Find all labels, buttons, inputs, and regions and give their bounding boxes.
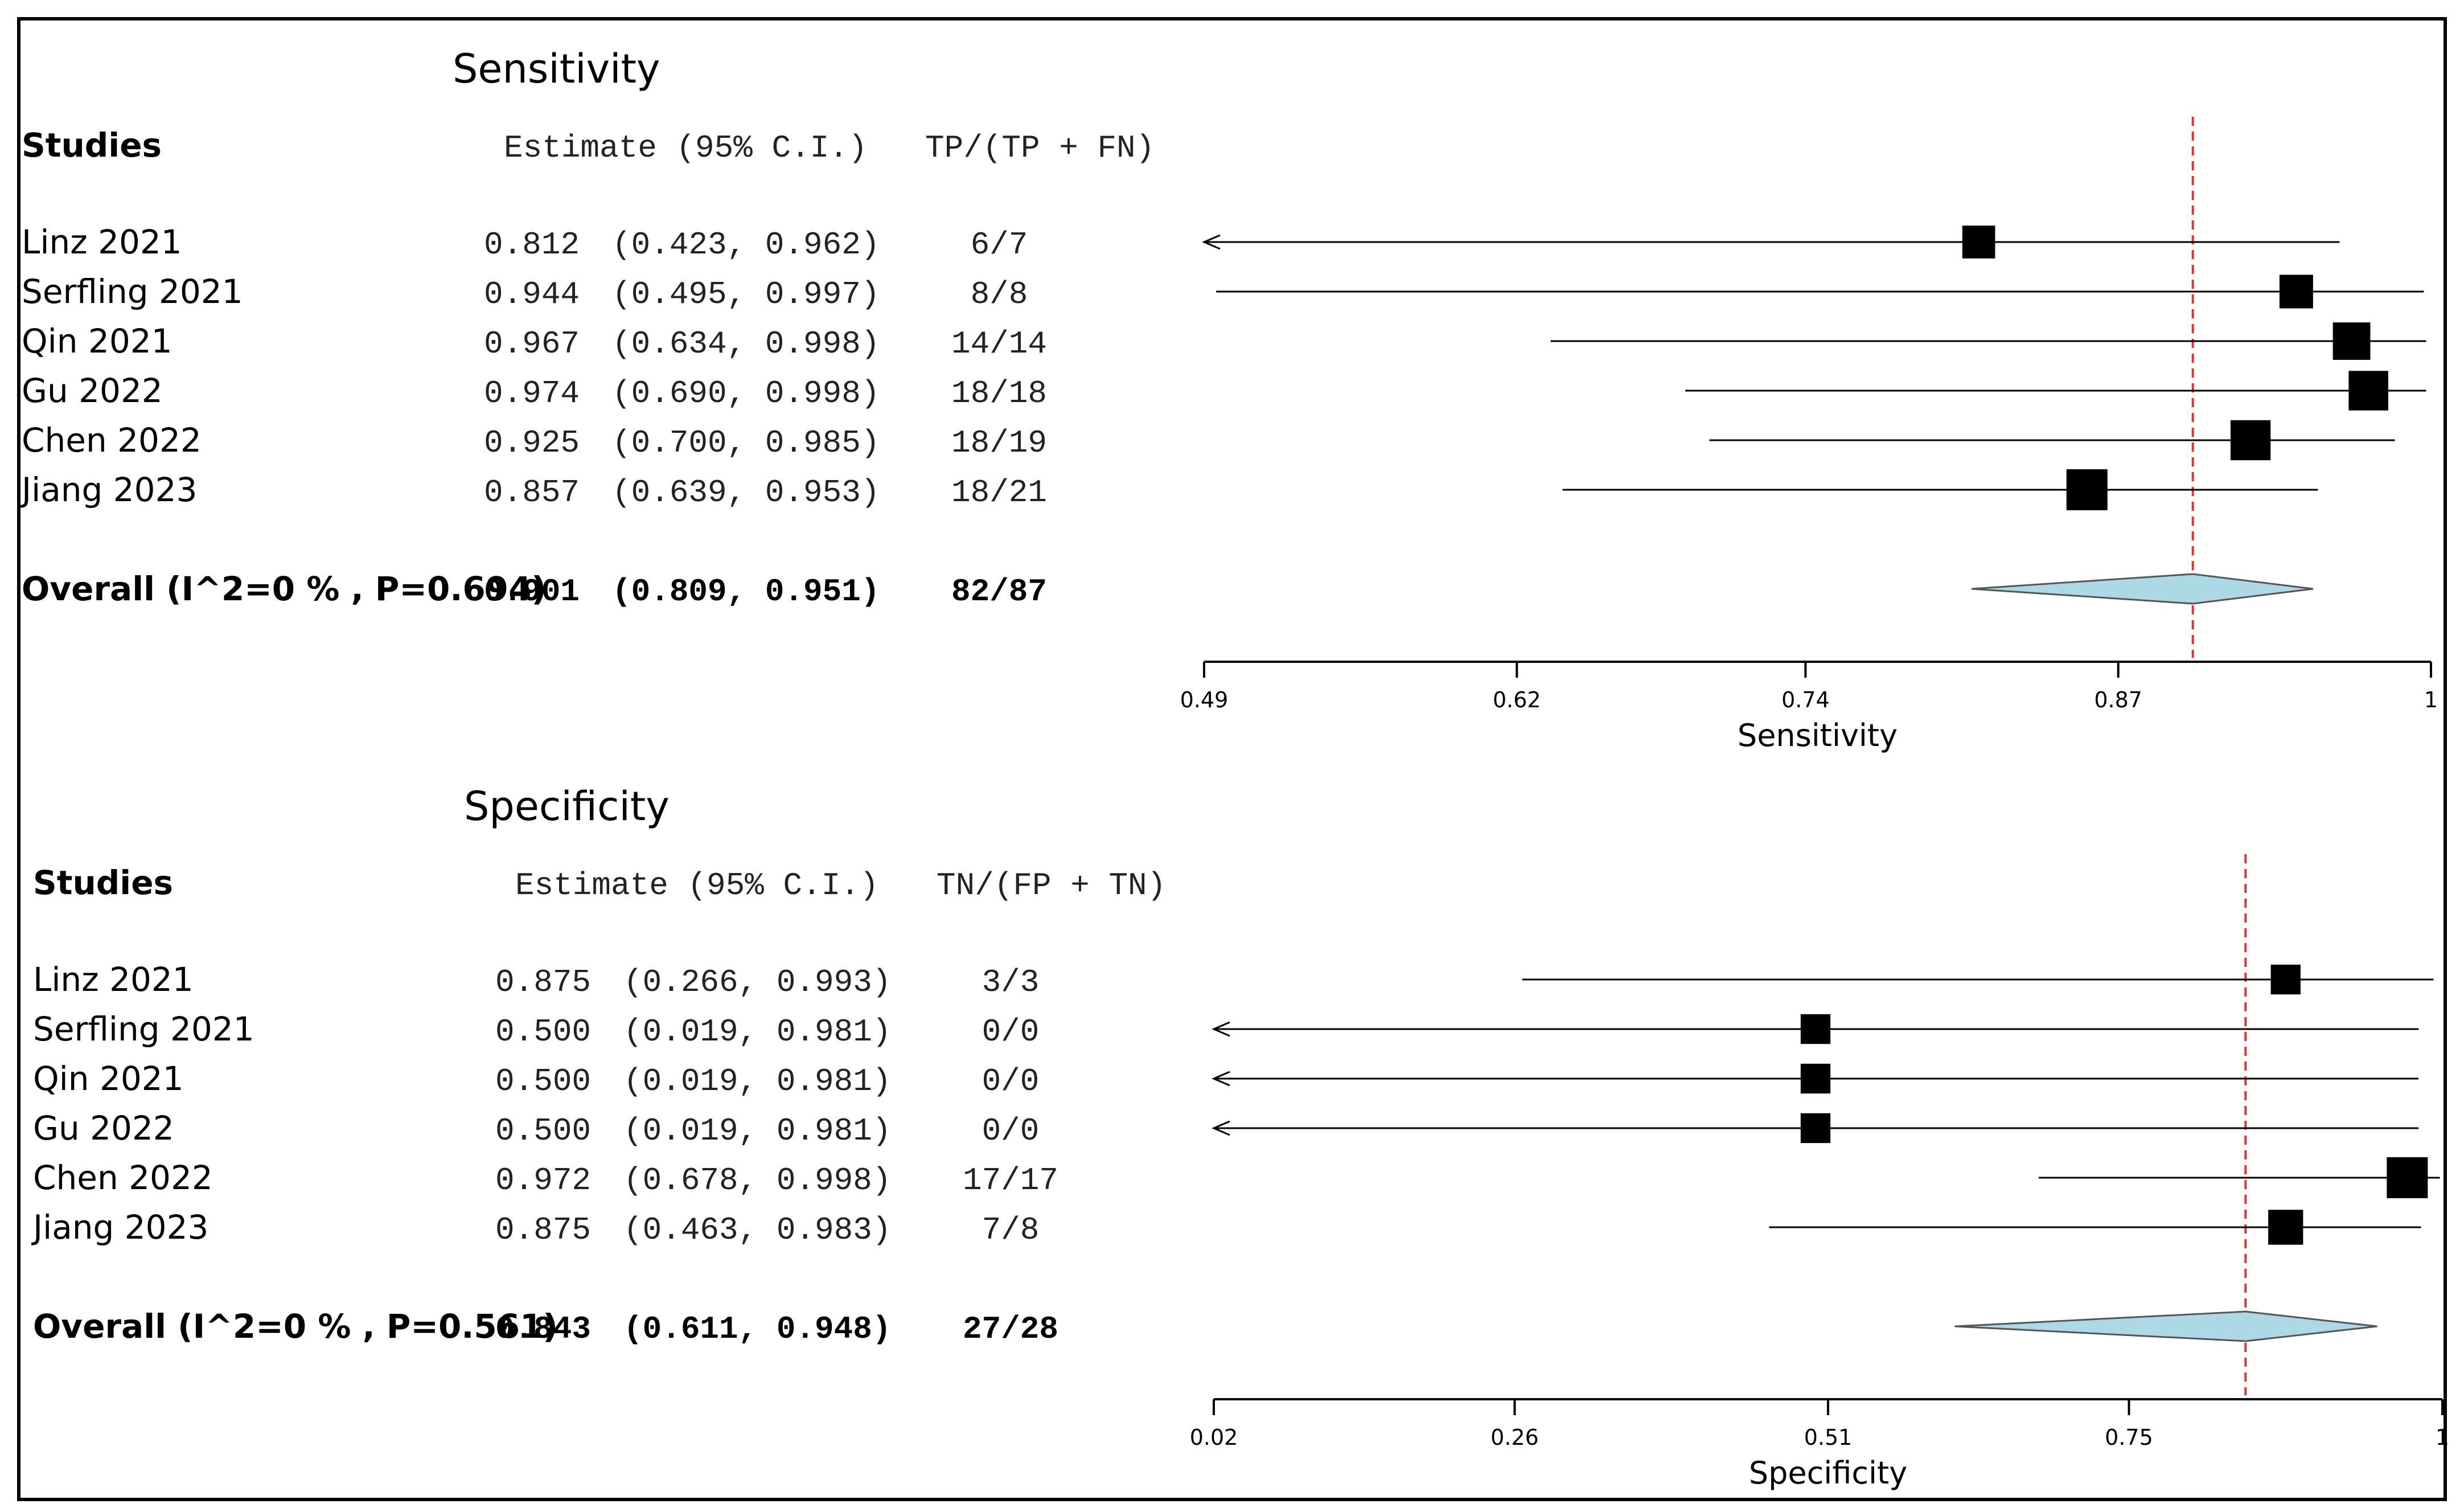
panel-2-study-estimate: 0.500 <box>495 1014 591 1050</box>
panel-2-study-name: Gu 2022 <box>33 1109 174 1148</box>
panel-1-study-ci: (0.423, 0.962) <box>612 227 880 263</box>
panel-2-study-name: Serfling 2021 <box>33 1010 254 1048</box>
panel-2-study-name: Jiang 2023 <box>31 1208 208 1247</box>
panel-2-study-count: 0/0 <box>982 1063 1040 1100</box>
panel-2-study-ci: (0.019, 0.981) <box>623 1113 891 1149</box>
panel-2-ci-arrow <box>1212 1021 1230 1037</box>
panel-2-study-ci: (0.678, 0.998) <box>623 1162 891 1199</box>
panel-1-point-marker <box>1962 226 1995 259</box>
panel-2-study-estimate: 0.972 <box>495 1162 591 1199</box>
panel-1-study-name: Chen 2022 <box>22 421 202 460</box>
panel-2-point-marker <box>2387 1157 2428 1198</box>
panel-1-study-name: Qin 2021 <box>22 322 173 360</box>
panel-2-study-count: 0/0 <box>982 1113 1040 1149</box>
panel-1-header-estimate: Estimate (95% C.I.) <box>504 130 868 166</box>
panel-1-study-name: Jiang 2023 <box>20 470 197 509</box>
panel-2-ci-arrow <box>1212 1120 1230 1136</box>
panel-1-x-tick-label: 1 <box>2424 687 2438 712</box>
panel-2-ci-arrow <box>1212 1071 1230 1087</box>
panel-1-overall-diamond <box>1971 573 2314 605</box>
panel-1-overall-name: Overall (I^2=0 % , P=0.694) <box>22 569 547 608</box>
panel-2-point-marker <box>1800 1014 1831 1044</box>
panel-2-x-tick-label: 0.02 <box>1190 1425 1238 1450</box>
panel-2-study-ci: (0.463, 0.983) <box>623 1212 891 1248</box>
panel-2-point-marker <box>2268 1210 2303 1245</box>
panel-1-study-ci: (0.690, 0.998) <box>612 375 880 412</box>
panel-2-study-count: 17/17 <box>963 1162 1058 1199</box>
panel-1-point-marker <box>2332 322 2371 360</box>
panel-2-overall-diamond <box>1954 1310 2377 1342</box>
panel-2-point-marker <box>1800 1113 1831 1144</box>
panel-1-point-marker <box>2348 371 2388 411</box>
panel-2-point-marker <box>2270 964 2301 995</box>
panel-1-overall-count: 82/87 <box>951 573 1047 610</box>
panel-1-study-ci: (0.639, 0.953) <box>612 474 880 511</box>
panel-1-x-axis-label: Sensitivity <box>1738 718 1898 753</box>
panel-2-point-marker <box>1800 1063 1831 1094</box>
panel-1-study-estimate: 0.812 <box>484 227 580 263</box>
panel-1-study-name: Serfling 2021 <box>22 272 243 311</box>
panel-2-study-ci: (0.019, 0.981) <box>623 1014 891 1050</box>
panel-1-study-ci: (0.700, 0.985) <box>612 425 880 461</box>
panel-2-study-count: 0/0 <box>982 1014 1040 1050</box>
panel-1-study-count: 8/8 <box>971 276 1028 313</box>
panel-1-study-count: 18/19 <box>951 425 1047 461</box>
panel-2-header-count: TN/(FP + TN) <box>937 867 1166 904</box>
panel-2-header-studies: Studies <box>33 863 173 902</box>
panel-2-x-tick-label: 0.51 <box>1804 1425 1853 1450</box>
panel-2-study-ci: (0.019, 0.981) <box>623 1063 891 1100</box>
panel-1-study-ci: (0.634, 0.998) <box>612 326 880 362</box>
panel-2-x-tick-label: 0.75 <box>2105 1425 2153 1450</box>
panel-1-header-count: TP/(TP + FN) <box>925 130 1155 166</box>
panel-1-study-count: 18/21 <box>951 474 1047 511</box>
panel-2-x-axis-label: Specificity <box>1749 1455 1907 1491</box>
panel-1-ci-arrow <box>1202 234 1221 250</box>
panel-1-overall-ci: (0.809, 0.951) <box>612 573 880 610</box>
panel-2-study-name: Chen 2022 <box>33 1158 213 1197</box>
panel-1-study-estimate: 0.925 <box>484 425 580 461</box>
panel-1-study-ci: (0.495, 0.997) <box>612 276 880 313</box>
panel-1-study-estimate: 0.944 <box>484 276 580 313</box>
panel-2-x-tick-label: 0.26 <box>1490 1425 1539 1450</box>
panel-2-overall-name: Overall (I^2=0 % , P=0.561) <box>33 1307 558 1346</box>
panel-2-study-name: Qin 2021 <box>33 1059 184 1098</box>
panel-1-study-estimate: 0.967 <box>484 326 580 362</box>
panel-1-header-studies: Studies <box>22 126 162 165</box>
panel-2-title: Specificity <box>464 783 670 830</box>
panel-2-study-count: 3/3 <box>982 964 1040 1001</box>
panel-1-study-count: 18/18 <box>951 375 1047 412</box>
panel-1-point-marker <box>2230 420 2271 461</box>
panel-2-study-estimate: 0.500 <box>495 1063 591 1100</box>
panel-2-study-ci: (0.266, 0.993) <box>623 964 891 1001</box>
panel-1-x-tick-label: 0.62 <box>1493 687 1541 712</box>
panel-1-overall-estimate: 0.901 <box>484 573 580 610</box>
panel-2-study-estimate: 0.500 <box>495 1113 591 1149</box>
panel-2-study-estimate: 0.875 <box>495 1212 591 1248</box>
panel-2-study-name: Linz 2021 <box>33 960 194 999</box>
figure-frame <box>17 17 2447 1501</box>
panel-2-x-tick-label: 1 <box>2436 1425 2449 1450</box>
panel-1-point-marker <box>2066 469 2108 510</box>
panel-2-overall-ci: (0.611, 0.948) <box>623 1311 891 1347</box>
panel-1-x-tick-label: 0.74 <box>1781 687 1830 712</box>
panel-1-x-tick-label: 0.49 <box>1180 687 1229 712</box>
panel-1-study-estimate: 0.857 <box>484 474 580 511</box>
panel-2-overall-estimate: 0.843 <box>495 1311 591 1347</box>
panel-1-title: Sensitivity <box>453 46 660 92</box>
panel-1-study-name: Gu 2022 <box>22 371 163 410</box>
panel-2-overall-count: 27/28 <box>963 1311 1058 1347</box>
panel-2-study-estimate: 0.875 <box>495 964 591 1001</box>
panel-1-study-count: 6/7 <box>971 227 1028 263</box>
panel-1-study-estimate: 0.974 <box>484 375 580 412</box>
panel-1-point-marker <box>2279 274 2313 309</box>
panel-1-x-tick-label: 0.87 <box>2094 687 2142 712</box>
panel-1-study-name: Linz 2021 <box>22 223 182 261</box>
panel-1-study-count: 14/14 <box>951 326 1047 362</box>
panel-2-study-count: 7/8 <box>982 1212 1040 1248</box>
panel-2-header-estimate: Estimate (95% C.I.) <box>515 867 879 904</box>
